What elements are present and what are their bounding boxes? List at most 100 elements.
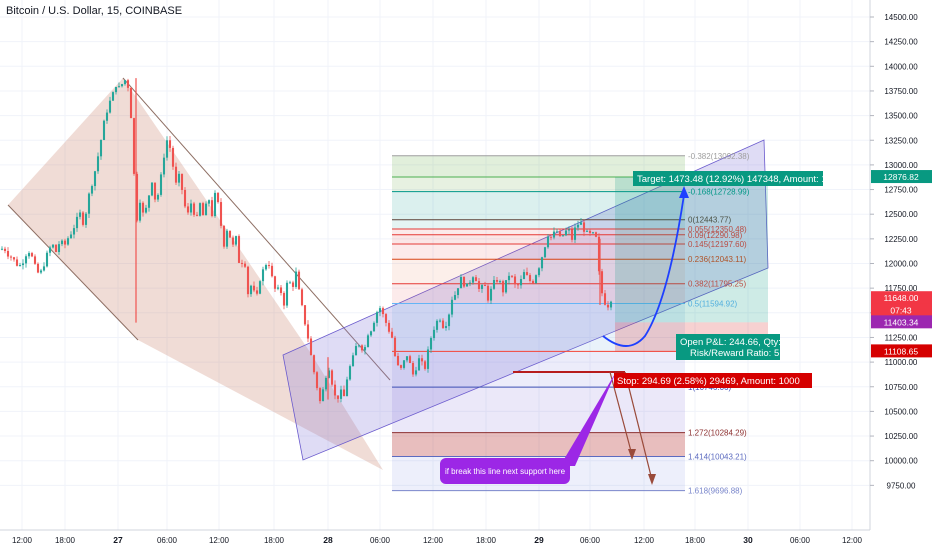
candle-body (285, 282, 289, 306)
candle-body (156, 194, 160, 200)
price-tick-label: 10750.00 (884, 383, 918, 392)
down-arrow-2[interactable] (624, 371, 653, 481)
time-tick-label: 28 (323, 535, 333, 545)
candle-body (414, 370, 418, 375)
wedge-left-line[interactable] (7, 204, 139, 341)
candle-body (390, 331, 394, 338)
candle-body (477, 281, 481, 289)
candle-body (48, 247, 52, 253)
candle-body (72, 228, 76, 235)
candle-body (0, 248, 4, 250)
candle-body (255, 290, 259, 294)
fib-level-label: 0.382(11795.25) (688, 280, 746, 289)
candle-body (75, 216, 79, 229)
price-tag (871, 303, 932, 317)
candle-body (318, 388, 322, 402)
candle-body (12, 257, 16, 260)
candle-body (45, 252, 49, 267)
time-tick-label: 06:00 (580, 536, 601, 545)
down-arrow-1-head (628, 449, 636, 460)
candle-body (501, 281, 505, 293)
stop-label-box[interactable] (614, 373, 812, 388)
candle-body (243, 263, 247, 267)
candle-body (360, 345, 364, 351)
candle-body (531, 280, 535, 284)
candle-body (582, 222, 586, 232)
candle-body (471, 277, 475, 283)
candle-body (561, 235, 565, 237)
candle-body (225, 230, 229, 247)
candle-body (552, 231, 556, 238)
candle-body (312, 355, 316, 373)
target-label-text: Target: 1473.48 (12.92%) 147348, Amount:… (637, 174, 842, 185)
fib-zone (392, 387, 685, 433)
down-arrow-1[interactable] (609, 371, 633, 456)
price-tick-label: 14000.00 (884, 62, 918, 71)
fib-level-label: 0(12443.77) (688, 216, 731, 225)
candle-body (147, 195, 151, 208)
candle-body (78, 212, 82, 217)
time-tick-label: 12:00 (423, 536, 444, 545)
time-tick-label: 18:00 (476, 536, 497, 545)
price-axis[interactable] (870, 0, 932, 550)
candle-body (270, 265, 274, 277)
pnl-label-text: Open P&L: 244.66, Qty: 0 (680, 337, 789, 348)
time-tick-label: 06:00 (370, 536, 391, 545)
fib-zone (392, 234, 685, 245)
candle-body (231, 237, 235, 245)
position-profit-zone[interactable] (615, 177, 768, 323)
projection-curve[interactable] (602, 194, 685, 347)
pnl-label-box[interactable] (676, 334, 780, 360)
candle-body (87, 193, 91, 214)
candle-body (348, 366, 352, 380)
candle-body (540, 257, 544, 269)
candle-body (522, 272, 526, 280)
candle-body (114, 86, 118, 93)
candle-body (144, 207, 148, 213)
candle-body (180, 173, 184, 190)
candle-body (141, 202, 145, 213)
wedge-upper-line[interactable] (122, 77, 391, 381)
candle-body (93, 171, 97, 187)
candle-body (342, 389, 346, 397)
candle-body (438, 320, 442, 322)
price-tag-label: 12876.82 (883, 172, 919, 182)
candle-body (480, 285, 484, 289)
candle-body (576, 224, 580, 228)
candle-body (516, 284, 520, 286)
time-tick-label: 06:00 (790, 536, 811, 545)
price-tick-label: 14250.00 (884, 38, 918, 47)
fib-zone (392, 177, 685, 192)
candle-body (288, 282, 292, 284)
candle-body (27, 253, 31, 257)
candle-body (309, 338, 313, 356)
candle-body (600, 271, 604, 294)
fib-level-label: 1.272(10284.29) (688, 429, 747, 438)
fib-level-label: 0.09(12290.98) (688, 231, 743, 240)
candle-body (300, 289, 304, 306)
time-tick-label: 12:00 (842, 536, 863, 545)
candle-body (279, 287, 283, 293)
fib-zone (392, 244, 685, 260)
candle-body (594, 232, 598, 237)
candle-body (261, 269, 265, 282)
candle-body (204, 203, 208, 216)
candle-body (417, 358, 421, 371)
target-label-box[interactable] (633, 171, 823, 186)
annotation-bubble[interactable] (440, 458, 570, 484)
candle-body (105, 112, 109, 121)
time-axis[interactable] (0, 530, 870, 550)
fib-zone (392, 219, 685, 229)
candle-body (357, 345, 361, 347)
candle-body (492, 279, 496, 289)
candle-body (117, 86, 121, 88)
candle-body (102, 120, 106, 140)
price-tick-label: 11750.00 (885, 284, 918, 293)
candle-body (483, 285, 487, 287)
price-tag-label: 11403.34 (884, 317, 919, 327)
descending-wedge[interactable] (8, 78, 383, 470)
candle-body (174, 166, 178, 183)
price-tick-label: 12750.00 (884, 186, 918, 195)
